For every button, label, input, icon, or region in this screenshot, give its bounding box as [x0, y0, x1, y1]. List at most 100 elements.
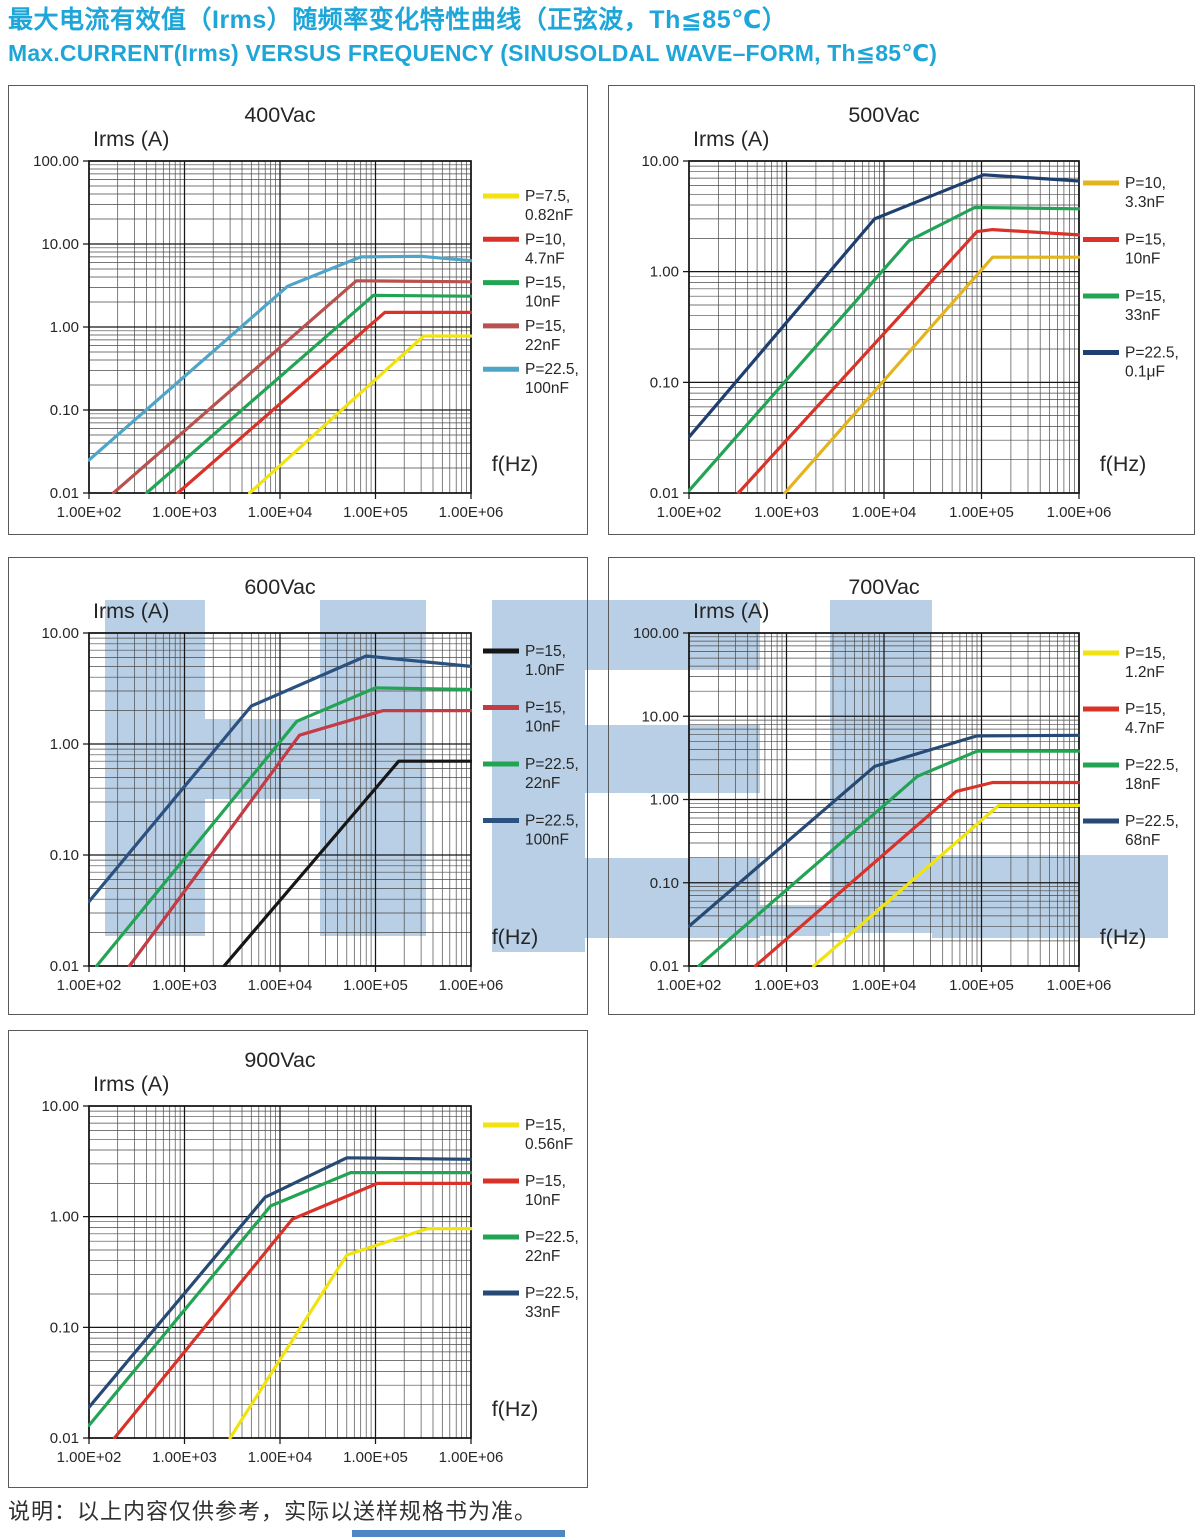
legend-label: 33nF	[1125, 307, 1160, 324]
legend-item: P=7.5, 0.82nF	[483, 188, 573, 224]
y-axis-title: Irms (A)	[693, 599, 769, 623]
legend-item: P=10, 4.7nF	[483, 231, 566, 267]
series-line	[812, 803, 1080, 967]
chart-box-900vac: 900Vac Irms (A) f(Hz) 10.00 1.00 0.10 0.01 1.00…	[8, 1030, 588, 1488]
y-tick-label: 0.01	[650, 485, 679, 502]
y-tick-label: 0.10	[50, 847, 79, 864]
plot-border	[88, 632, 472, 967]
series-group	[88, 254, 472, 494]
x-axis-title: f(Hz)	[492, 452, 539, 476]
series-line	[88, 254, 472, 462]
y-tick-label: 0.10	[50, 1319, 79, 1336]
legend-label: P=22.5,	[525, 813, 579, 830]
y-axis-title: Irms (A)	[93, 599, 169, 623]
y-tick-label: 10.00	[641, 153, 679, 170]
plot-border	[688, 632, 1080, 967]
legend-item: P=15, 10nF	[1083, 232, 1166, 268]
chart-title: 500Vac	[848, 103, 920, 127]
legend-label: P=15,	[525, 318, 566, 335]
x-tick-label: 1.00E+04	[852, 504, 917, 521]
chart-700vac: 700Vac Irms (A) f(Hz) 100.00 10.00 1.00 0.10 0.…	[633, 575, 1179, 994]
y-tick-label: 1.00	[50, 736, 79, 753]
x-tick-label: 1.00E+04	[248, 1449, 313, 1466]
legend-label: P=15,	[525, 643, 566, 660]
legend-item: P=10, 3.3nF	[1083, 175, 1166, 211]
series-line	[248, 334, 472, 494]
x-tick-label: 1.00E+02	[57, 1449, 122, 1466]
series-line	[736, 228, 1080, 494]
x-tick-label: 1.00E+05	[343, 977, 408, 994]
series-line	[783, 255, 1080, 494]
grid-major	[83, 160, 472, 499]
legend-item: P=22.5, 18nF	[1083, 757, 1179, 793]
legend-label: 4.7nF	[1125, 720, 1165, 737]
series-group	[688, 173, 1080, 494]
series-line	[88, 654, 472, 904]
legend-item: P=22.5, 22nF	[483, 756, 579, 792]
legend-item: P=22.5, 22nF	[483, 1229, 579, 1265]
x-tick-label: 1.00E+05	[343, 1449, 408, 1466]
legend-label: P=10,	[1125, 175, 1166, 192]
legend-item: P=15, 4.7nF	[1083, 701, 1166, 737]
x-tick-label: 1.00E+02	[657, 504, 722, 521]
plot-border	[88, 160, 472, 494]
y-tick-label: 1.00	[50, 1209, 79, 1226]
legend-label: 22nF	[525, 1248, 560, 1265]
legend-item: P=15, 33nF	[1083, 288, 1166, 324]
chart-600vac: 600Vac Irms (A) f(Hz) 10.00 1.00 0.10 0.01 1.00…	[41, 575, 579, 994]
legend-item: P=22.5, 0.1μF	[1083, 345, 1179, 381]
y-tick-label: 0.10	[50, 402, 79, 419]
legend-label: P=15,	[1125, 645, 1166, 662]
series-line	[127, 709, 472, 967]
x-tick-label: 1.00E+04	[852, 977, 917, 994]
y-axis-title: Irms (A)	[93, 1072, 169, 1096]
y-tick-label: 10.00	[41, 625, 79, 642]
x-tick-label: 1.00E+06	[439, 504, 504, 521]
grid-major	[683, 160, 1080, 499]
grid-major	[83, 1105, 472, 1444]
chart-box-400vac: 400Vac Irms (A) f(Hz) 100.00 10.00 1.00 0.10 0.…	[8, 85, 588, 535]
legend-label: 0.82nF	[525, 207, 573, 224]
legend-label: P=15,	[525, 1117, 566, 1134]
x-tick-label: 1.00E+04	[248, 504, 313, 521]
x-tick-label: 1.00E+06	[1047, 977, 1112, 994]
x-tick-label: 1.00E+03	[754, 504, 819, 521]
chart-box-600vac: 600Vac Irms (A) f(Hz) 10.00 1.00 0.10 0.01 1.00…	[8, 557, 588, 1015]
legend-item: P=15, 1.0nF	[483, 643, 566, 679]
series-group	[88, 654, 472, 967]
series-line	[94, 686, 472, 967]
legend-item: P=22.5, 100nF	[483, 813, 579, 849]
legend-label: P=15,	[525, 700, 566, 717]
y-tick-label: 0.01	[50, 1430, 79, 1447]
chart-title: 400Vac	[244, 103, 316, 127]
legend-label: 22nF	[525, 775, 560, 792]
series-line	[697, 749, 1080, 967]
series-line	[688, 205, 1080, 493]
x-tick-label: 1.00E+06	[439, 977, 504, 994]
series-line	[688, 733, 1080, 928]
x-tick-label: 1.00E+02	[57, 977, 122, 994]
series-line	[228, 1227, 472, 1439]
series-line	[88, 1171, 472, 1427]
x-tick-label: 1.00E+06	[1047, 504, 1112, 521]
series-line	[222, 759, 472, 967]
x-axis-title: f(Hz)	[492, 925, 539, 949]
x-tick-label: 1.00E+03	[152, 504, 217, 521]
legend-label: 4.7nF	[525, 250, 565, 267]
series-line	[111, 279, 472, 494]
series-line	[753, 780, 1080, 967]
x-axis-title: f(Hz)	[492, 1397, 539, 1421]
legend-item: P=15, 10nF	[483, 1173, 566, 1209]
x-axis-title: f(Hz)	[1100, 452, 1147, 476]
x-tick-label: 1.00E+02	[657, 977, 722, 994]
legend-label: 3.3nF	[1125, 194, 1165, 211]
legend-label: P=22.5,	[525, 756, 579, 773]
y-axis-title: Irms (A)	[693, 127, 769, 151]
legend-item: P=22.5, 100nF	[483, 361, 579, 397]
series-line	[688, 173, 1080, 439]
x-tick-label: 1.00E+06	[439, 1449, 504, 1466]
legend-item: P=22.5, 68nF	[1083, 813, 1179, 849]
legend-label: 68nF	[1125, 832, 1160, 849]
y-axis-title: Irms (A)	[93, 127, 169, 151]
